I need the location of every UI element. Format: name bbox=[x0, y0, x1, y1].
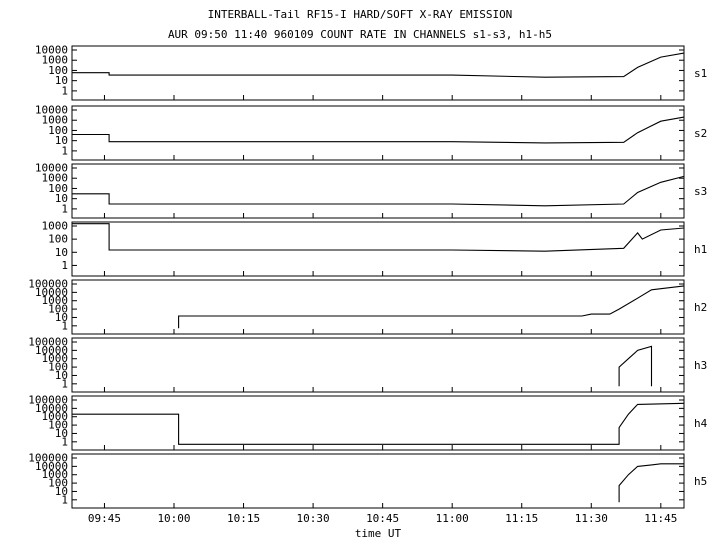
panels: 100001000100101s1100001000100101s2100001… bbox=[28, 44, 708, 509]
panel-frame bbox=[71, 453, 685, 509]
y-tick-label: 1 bbox=[61, 202, 68, 215]
y-tick-label: 10 bbox=[55, 427, 68, 440]
series-line-s2 bbox=[72, 116, 685, 144]
panel-frame bbox=[71, 163, 685, 219]
y-tick-label: 100 bbox=[48, 182, 68, 195]
y-tick-label: 10 bbox=[55, 485, 68, 498]
channel-label-h4: h4 bbox=[694, 417, 708, 430]
channel-label-h5: h5 bbox=[694, 475, 707, 488]
y-tick-label: 100 bbox=[48, 419, 68, 432]
y-tick-label: 1000 bbox=[42, 220, 69, 233]
y-tick-label: 10000 bbox=[35, 44, 68, 57]
panel-frame bbox=[71, 279, 685, 335]
x-tick-label: 10:00 bbox=[157, 512, 190, 525]
chart-subtitle: AUR 09:50 11:40 960109 COUNT RATE IN CHA… bbox=[167, 28, 553, 41]
y-tick-label: 1 bbox=[61, 84, 68, 97]
y-tick-label: 100 bbox=[48, 233, 68, 246]
x-tick-label: 11:15 bbox=[505, 512, 538, 525]
y-tick-label: 1000 bbox=[42, 114, 69, 127]
channel-label-s3: s3 bbox=[694, 185, 707, 198]
y-tick-label: 1000 bbox=[42, 468, 69, 481]
series-line-h5 bbox=[618, 463, 684, 503]
y-tick-label: 1 bbox=[61, 493, 68, 506]
x-axis-label: time UT bbox=[355, 527, 402, 540]
y-tick-label: 10 bbox=[55, 192, 68, 205]
series-line-s1 bbox=[72, 52, 685, 78]
series-line-h4 bbox=[72, 402, 685, 445]
x-tick-label: 11:00 bbox=[436, 512, 469, 525]
x-tick-label: 10:45 bbox=[366, 512, 399, 525]
y-tick-label: 100 bbox=[48, 303, 68, 316]
y-tick-label: 10 bbox=[55, 74, 68, 87]
y-tick-label: 100000 bbox=[28, 336, 68, 349]
y-tick-label: 100000 bbox=[28, 278, 68, 291]
y-tick-label: 10000 bbox=[35, 286, 68, 299]
y-tick-label: 1 bbox=[61, 377, 68, 390]
channel-label-h3: h3 bbox=[694, 359, 707, 372]
series-line-h2 bbox=[178, 285, 685, 329]
y-tick-label: 1000 bbox=[42, 352, 69, 365]
y-tick-label: 10 bbox=[55, 246, 68, 259]
y-tick-label: 1000 bbox=[42, 294, 69, 307]
y-tick-label: 10 bbox=[55, 369, 68, 382]
panel-frame bbox=[71, 105, 685, 161]
x-tick-label: 09:45 bbox=[88, 512, 121, 525]
panel-frame bbox=[71, 395, 685, 451]
series-line-h3 bbox=[618, 345, 653, 387]
y-tick-label: 1 bbox=[61, 435, 68, 448]
x-tick-label: 11:45 bbox=[644, 512, 677, 525]
y-tick-label: 10 bbox=[55, 311, 68, 324]
channel-label-s2: s2 bbox=[694, 127, 707, 140]
panel-frame bbox=[71, 221, 685, 277]
y-tick-label: 10000 bbox=[35, 104, 68, 117]
y-tick-label: 1 bbox=[61, 319, 68, 332]
series-line-h1 bbox=[72, 223, 685, 252]
y-tick-label: 1000 bbox=[42, 172, 69, 185]
channel-label-h2: h2 bbox=[694, 301, 707, 314]
y-tick-label: 1000 bbox=[42, 54, 69, 67]
y-tick-label: 1000 bbox=[42, 410, 69, 423]
x-tick-label: 10:15 bbox=[227, 512, 260, 525]
y-tick-label: 10000 bbox=[35, 460, 68, 473]
chart-title: INTERBALL-Tail RF15-I HARD/SOFT X-RAY EM… bbox=[207, 8, 513, 21]
panel-frame bbox=[71, 337, 685, 393]
y-tick-label: 100 bbox=[48, 124, 68, 137]
y-tick-label: 1 bbox=[61, 259, 68, 272]
y-tick-label: 10000 bbox=[35, 402, 68, 415]
y-tick-label: 100 bbox=[48, 64, 68, 77]
x-tick-label: 10:30 bbox=[297, 512, 330, 525]
y-tick-label: 1 bbox=[61, 144, 68, 157]
y-tick-label: 10000 bbox=[35, 162, 68, 175]
y-tick-label: 100000 bbox=[28, 452, 68, 465]
channel-label-s1: s1 bbox=[694, 67, 707, 80]
y-tick-label: 100 bbox=[48, 361, 68, 374]
x-axis: 09:45 10:00 10:15 10:30 10:45 11:00 11:15 11:30… bbox=[88, 95, 677, 525]
y-tick-label: 10000 bbox=[35, 344, 68, 357]
y-tick-label: 10 bbox=[55, 134, 68, 147]
panel-frame bbox=[71, 45, 685, 101]
y-tick-label: 100000 bbox=[28, 394, 68, 407]
series-line-s3 bbox=[72, 175, 685, 207]
y-tick-label: 100 bbox=[48, 477, 68, 490]
x-tick-label: 11:30 bbox=[575, 512, 608, 525]
channel-label-h1: h1 bbox=[694, 243, 707, 256]
